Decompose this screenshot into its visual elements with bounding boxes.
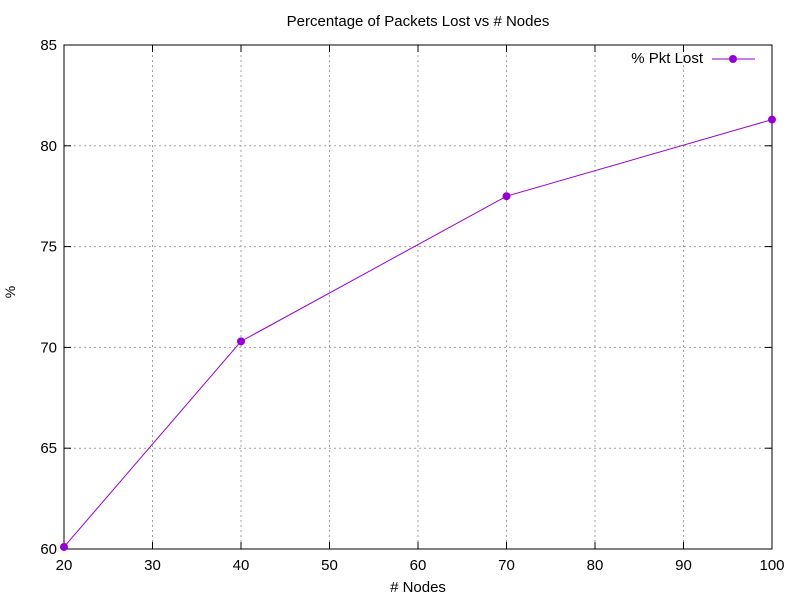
y-tick-label: 60	[40, 541, 57, 558]
grid	[64, 45, 772, 549]
x-tick-label: 40	[233, 557, 250, 574]
y-tick-label: 80	[40, 138, 57, 155]
x-tick-label: 60	[410, 557, 427, 574]
y-tick-labels: 60 65 70 75 80 85	[40, 37, 57, 558]
x-tick-label: 30	[144, 557, 161, 574]
x-tick-labels: 20 30 40 50 60 70 80 90 100	[56, 557, 785, 574]
y-tick-label: 85	[40, 37, 57, 54]
y-tick-label: 75	[40, 239, 57, 256]
y-tick-label: 70	[40, 339, 57, 356]
x-axis-label: # Nodes	[390, 579, 446, 596]
x-tick-label: 50	[321, 557, 338, 574]
legend: % Pkt Lost	[631, 50, 755, 67]
axis-ticks	[63, 44, 773, 550]
data-point	[768, 115, 776, 124]
data-point	[502, 192, 511, 201]
legend-label: % Pkt Lost	[631, 50, 704, 67]
series-line	[63, 119, 773, 548]
y-axis-label: %	[2, 286, 18, 298]
x-tick-label: 100	[759, 557, 784, 574]
data-point	[60, 542, 68, 551]
series-layer	[60, 115, 776, 551]
data-point	[237, 337, 245, 346]
x-tick-label: 70	[498, 557, 515, 574]
chart-title: Percentage of Packets Lost vs # Nodes	[287, 13, 550, 30]
x-tick-label: 80	[587, 557, 604, 574]
legend-marker	[729, 55, 737, 63]
y-tick-label: 65	[40, 440, 57, 457]
x-tick-label: 20	[56, 557, 73, 574]
x-tick-label: 90	[675, 557, 692, 574]
